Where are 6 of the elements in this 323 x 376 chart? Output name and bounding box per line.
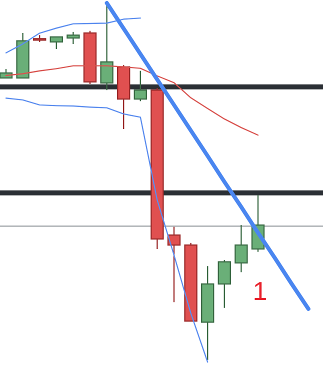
candlestick (218, 259, 231, 308)
candlestick (234, 224, 248, 273)
candlestick (134, 70, 147, 102)
candlestick (66, 31, 80, 45)
candlestick (50, 36, 63, 50)
annotation: 1 (252, 276, 268, 306)
